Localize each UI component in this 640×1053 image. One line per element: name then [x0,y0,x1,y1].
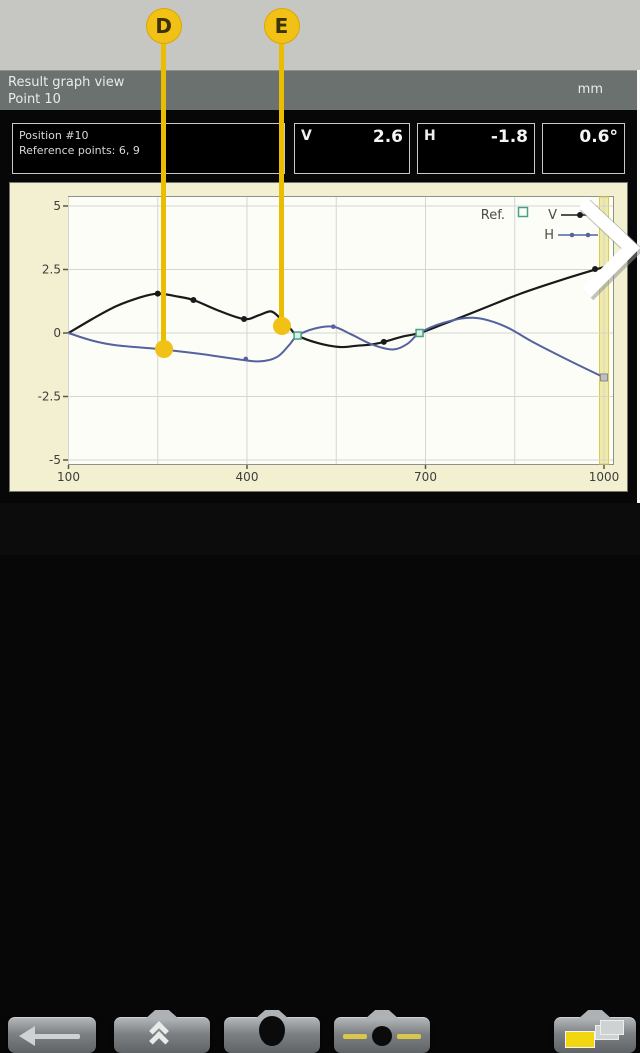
arrow-left-shaft [34,1034,80,1039]
chevron-right-icon [578,198,640,298]
next-page-arrow[interactable] [573,193,640,303]
position-info-box: Position #10 Reference points: 6, 9 [12,123,285,174]
v-readout-value: 2.6 [372,127,403,147]
arrow-left-icon [19,1026,35,1046]
h-readout-value: -1.8 [490,127,528,147]
collapse-button[interactable] [114,1017,210,1053]
page-title: Result graph view [8,75,125,90]
callout-marker-e: E [263,8,300,44]
h-readout-box: H -1.8 [417,123,535,174]
callout-marker-d: D [145,8,182,44]
callout-label-e: E [274,14,289,38]
angle-readout-value: 0.6° [579,127,618,147]
slider-bar-right [397,1034,421,1039]
folder-icon [565,1031,595,1048]
toolbar [0,503,640,1053]
callout-point-d [154,340,173,358]
position-label: Position #10 [19,129,89,142]
callout-label-d: D [155,14,172,38]
laser-dot-button[interactable] [224,1016,320,1053]
documents-button[interactable] [554,1017,636,1053]
window-edge [637,70,640,508]
document-sheet-icon [600,1020,624,1035]
angle-readout-box: 0.6° [542,123,625,174]
slider-bar-left [343,1034,367,1039]
v-readout-label: V [301,128,312,144]
plot-area [68,196,614,465]
back-button[interactable] [8,1017,96,1053]
v-readout-box: V 2.6 [294,123,410,174]
h-readout-label: H [424,128,436,144]
reference-points-label: Reference points: 6, 9 [19,144,140,157]
page-background [0,0,640,70]
unit-label: mm [577,82,603,97]
laser-dot-icon [259,1016,285,1046]
page-subtitle: Point 10 [8,92,61,107]
screen: Result graph view Point 10 mm Position #… [0,0,640,555]
slider-dot-icon [372,1026,392,1046]
callout-point-e [272,316,291,335]
adjust-button[interactable] [334,1017,430,1053]
callout-line-e [279,44,284,322]
titlebar: Result graph view Point 10 mm [0,70,637,110]
callout-line-d [161,44,167,345]
